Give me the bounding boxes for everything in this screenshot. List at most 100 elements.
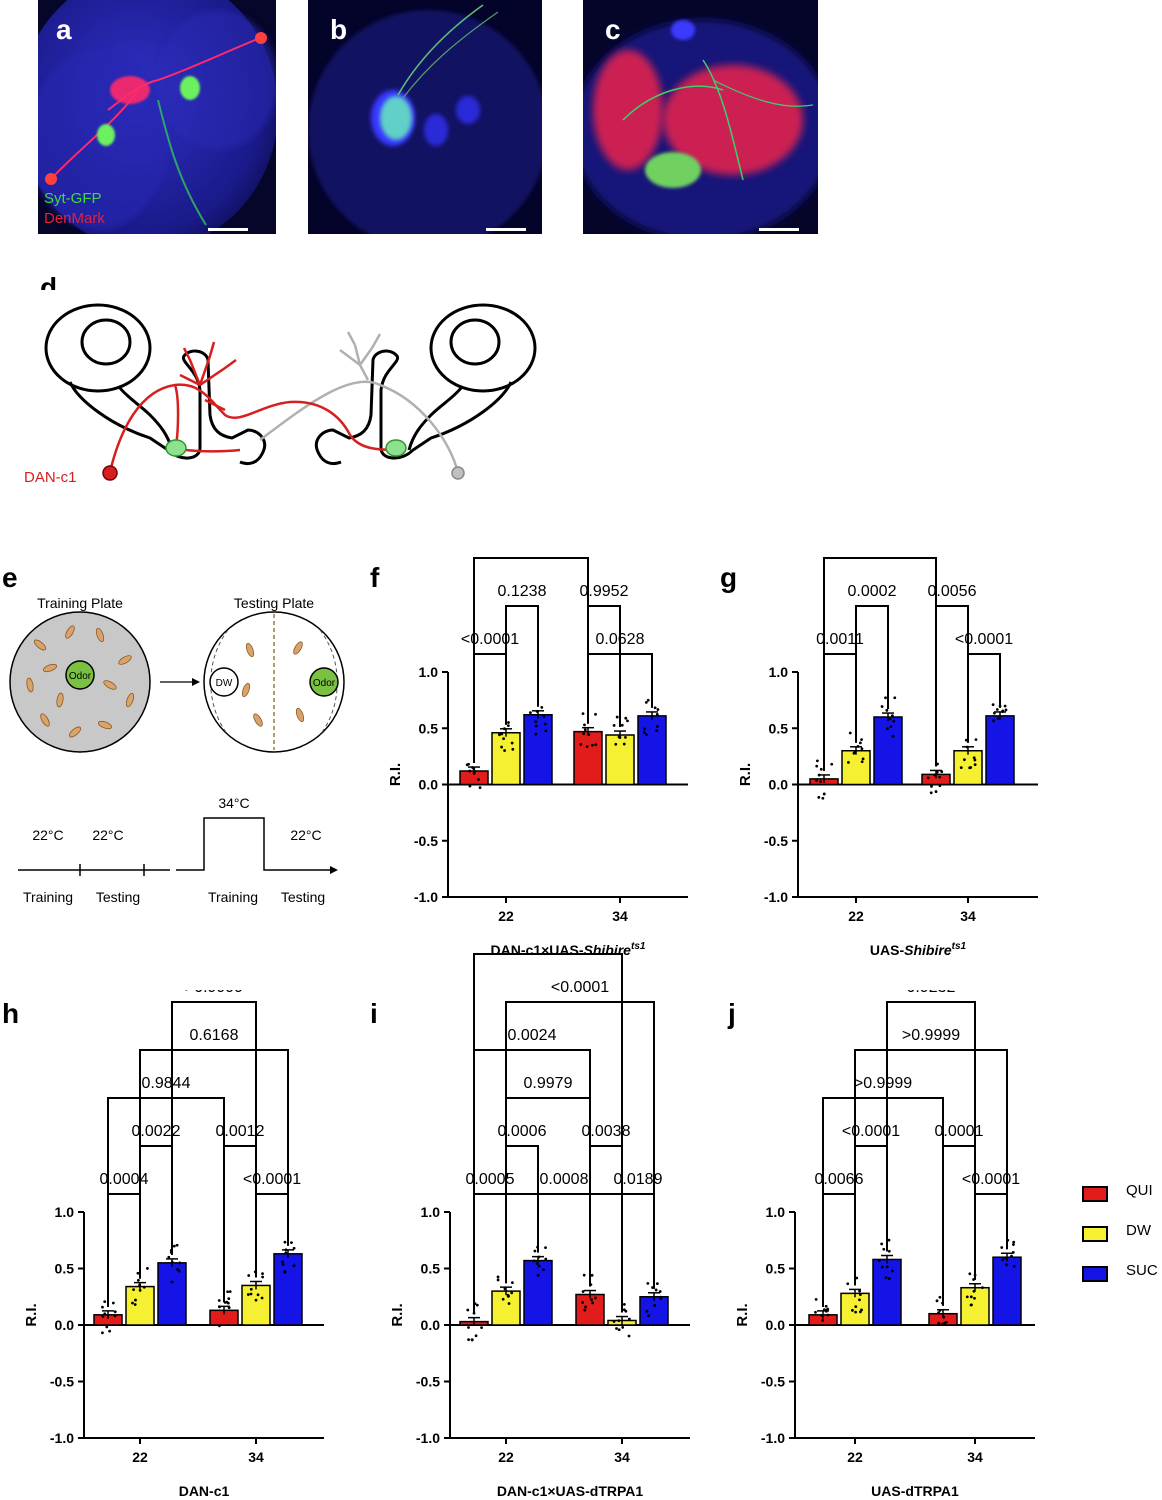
data-point: [817, 795, 821, 799]
data-point: [582, 1273, 586, 1277]
data-point: [891, 735, 895, 738]
data-point: [133, 1303, 137, 1306]
gray-soma: [451, 466, 465, 480]
data-point: [468, 784, 472, 788]
legend-swatch-suc: [1082, 1266, 1108, 1282]
data-point: [467, 762, 470, 766]
x-tick-label: 22: [498, 1449, 514, 1465]
data-point: [627, 1334, 631, 1338]
diagram-d-full: DAN-c1: [0, 290, 560, 500]
data-point: [890, 714, 894, 718]
data-point: [175, 1243, 179, 1247]
data-point: [1012, 1243, 1015, 1246]
data-point: [992, 719, 995, 723]
data-point: [935, 1299, 939, 1303]
micrograph-c-image: [583, 0, 818, 234]
data-point: [582, 732, 586, 736]
data-point: [501, 1297, 505, 1301]
data-point: [1001, 710, 1005, 713]
micrograph-b-image: [308, 0, 542, 234]
data-point: [814, 1297, 818, 1301]
bar-dw: [841, 750, 871, 786]
data-point: [583, 1308, 587, 1312]
chart-f: 1.00.50.0-0.5-1.0R.I.22 34DAN-c1×UAS-Shib…: [387, 550, 688, 958]
comparison-bracket: [823, 557, 937, 771]
data-point: [942, 1321, 946, 1325]
data-point: [510, 1291, 514, 1295]
x-tick-label: 34: [612, 908, 628, 924]
data-point: [475, 1303, 479, 1307]
data-point: [885, 1265, 889, 1269]
testing-plate-label: Testing Plate: [234, 595, 314, 611]
data-point: [815, 764, 819, 768]
data-point: [858, 1310, 862, 1314]
y-tick-label: 0.0: [55, 1317, 75, 1333]
data-point: [814, 1310, 817, 1314]
x-tick-label: 22: [848, 908, 864, 924]
data-point: [281, 1260, 284, 1264]
data-point: [646, 1281, 650, 1285]
bar-suc: [985, 715, 1015, 786]
p-value-label: <0.0001: [243, 1171, 301, 1188]
data-point: [581, 712, 585, 716]
data-point: [848, 731, 852, 735]
data-point: [587, 733, 591, 737]
comparison-bracket: [822, 1097, 944, 1307]
chart-i: 1.0 0.5 0.0 -0.5 -1.0 R.I. 22 34 DAN-c1×UAS-dTRP…: [389, 953, 690, 1499]
data-point: [620, 723, 624, 727]
bar-dw: [960, 1286, 990, 1326]
micrograph-a: a Syt-GFP DenMark: [38, 0, 276, 234]
data-point: [584, 1305, 587, 1309]
data-point: [591, 1301, 595, 1305]
data-point: [644, 700, 648, 704]
data-point: [537, 1255, 541, 1259]
comparison-bracket: [505, 605, 539, 725]
data-point: [1004, 708, 1008, 712]
data-point: [500, 745, 503, 749]
data-point: [996, 717, 1000, 720]
larvae-testing: [241, 641, 305, 727]
p-value-label: <0.0001: [955, 631, 1013, 648]
data-point: [172, 1244, 176, 1248]
data-point: [535, 1262, 539, 1265]
p-value-label: <0.0001: [962, 1171, 1020, 1188]
x-tick-label: 34: [967, 1449, 983, 1465]
data-point: [583, 723, 586, 727]
data-point: [969, 1295, 973, 1299]
data-point: [260, 1296, 264, 1300]
mushroom-body-outline: [44, 303, 537, 466]
data-point: [1011, 1250, 1015, 1254]
data-point: [284, 1251, 288, 1255]
data-point: [930, 784, 933, 788]
p-value-label: >0.9999: [902, 1027, 960, 1044]
data-point: [281, 1263, 285, 1266]
data-point: [929, 791, 933, 795]
data-point: [617, 1328, 621, 1332]
data-point: [884, 1276, 888, 1279]
data-point: [887, 1249, 891, 1253]
data-point: [933, 773, 937, 777]
legend-label-suc: SUC: [1126, 1262, 1158, 1279]
data-point: [969, 766, 973, 769]
data-point: [246, 1293, 250, 1296]
micrograph-a-label-denmark: DenMark: [44, 210, 105, 227]
data-point: [821, 1319, 824, 1322]
data-point: [496, 1278, 500, 1282]
data-point: [972, 756, 976, 760]
data-point: [655, 729, 659, 733]
data-point: [247, 1274, 251, 1277]
comparison-bracket: [107, 1097, 225, 1307]
data-point: [134, 1298, 137, 1302]
data-point: [991, 703, 995, 707]
data-point: [261, 1272, 264, 1276]
data-point: [228, 1290, 232, 1294]
data-point: [136, 1278, 140, 1282]
training-odor-disc: [65, 660, 95, 690]
data-point: [503, 1287, 507, 1291]
data-point: [882, 1247, 886, 1251]
data-point: [594, 712, 597, 716]
data-point: [892, 719, 896, 723]
training-odor-label: Odor: [69, 671, 92, 682]
y-tick-label: -1.0: [764, 889, 788, 905]
data-point: [474, 1334, 478, 1338]
